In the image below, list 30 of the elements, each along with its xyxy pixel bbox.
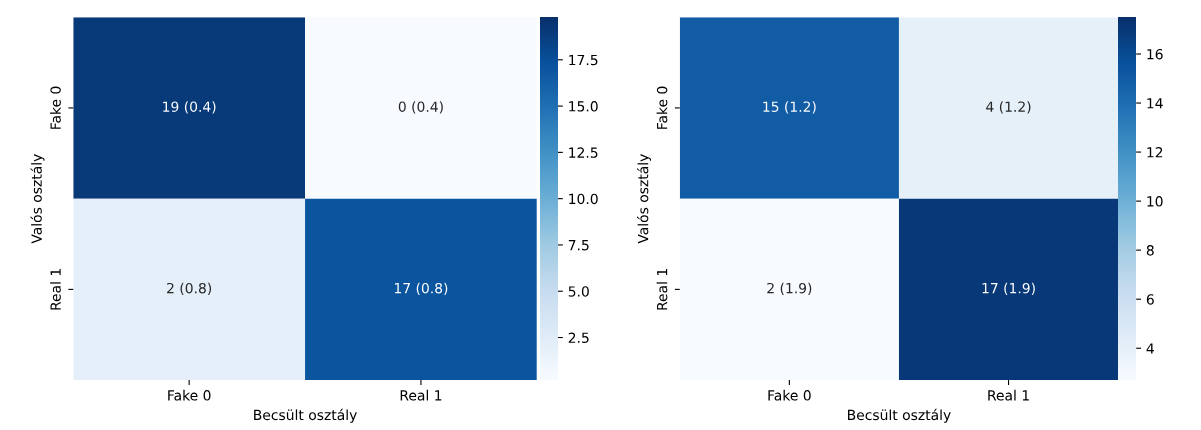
x-tick-label: Real 1 <box>400 389 442 401</box>
data-label: 2 (0.8) <box>167 282 212 296</box>
color-bar-label: 14 <box>1147 98 1163 109</box>
color-bar-label: 2.5 <box>568 332 589 344</box>
color-bar-label: 6 <box>1146 294 1154 305</box>
y-axis-title: Valós osztály <box>30 154 45 244</box>
data-label: 2 (1.9) <box>767 282 812 296</box>
color-bar-label: 5.0 <box>568 286 589 297</box>
color-bar-label: 10.0 <box>569 193 598 205</box>
data-label: 15 (1.2) <box>763 101 816 114</box>
color-bar-label: 17.5 <box>569 54 598 66</box>
color-bar-label: 8 <box>1146 245 1154 256</box>
color-bar-label: 10 <box>1147 196 1163 207</box>
data-label: 19 (0.4) <box>163 101 216 114</box>
color-bar-label: 12.5 <box>569 147 598 158</box>
color-bar-label: 4 <box>1146 343 1154 354</box>
data-label: 4 (1.2) <box>986 101 1031 114</box>
color-bar-label: 16 <box>1147 48 1163 60</box>
x-tick-label: Real 1 <box>988 389 1029 401</box>
x-axis-title: Becsült osztály <box>254 408 357 423</box>
color-bar-label: 7.5 <box>568 240 589 251</box>
x-tick-label: Fake 0 <box>768 389 811 401</box>
x-tick-label: Fake 0 <box>168 389 211 401</box>
x-axis-title: Becsült osztály <box>848 408 951 423</box>
color-bar-label: 12 <box>1147 147 1163 158</box>
data-label: 17 (1.9) <box>982 282 1035 296</box>
data-label: 0 (0.4) <box>398 101 443 114</box>
data-label: 17 (0.8) <box>394 282 448 296</box>
color-bar-label: 15.0 <box>569 101 598 112</box>
y-axis-title: Valós osztály <box>637 154 652 244</box>
